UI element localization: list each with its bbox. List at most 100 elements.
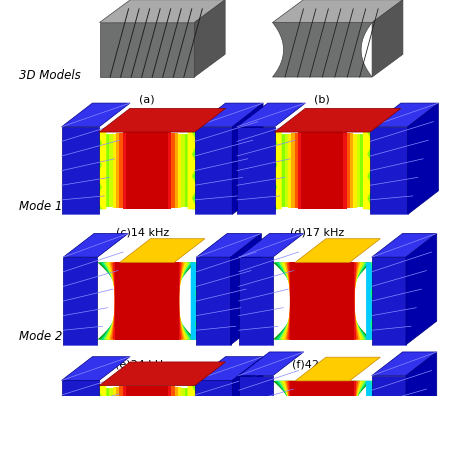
Polygon shape	[284, 381, 360, 458]
Polygon shape	[62, 127, 99, 215]
Polygon shape	[283, 381, 362, 458]
Polygon shape	[237, 103, 305, 127]
Polygon shape	[295, 239, 380, 263]
Polygon shape	[274, 109, 401, 132]
Polygon shape	[188, 132, 198, 209]
Polygon shape	[279, 263, 366, 339]
Polygon shape	[62, 357, 130, 380]
Polygon shape	[101, 263, 192, 339]
Polygon shape	[195, 263, 203, 339]
Polygon shape	[370, 132, 380, 209]
Polygon shape	[192, 386, 202, 463]
Polygon shape	[195, 357, 263, 380]
Polygon shape	[273, 263, 372, 339]
Polygon shape	[94, 386, 104, 463]
Polygon shape	[0, 0, 9, 474]
Polygon shape	[288, 134, 357, 208]
Polygon shape	[366, 381, 374, 458]
Polygon shape	[195, 386, 205, 463]
Polygon shape	[290, 263, 355, 339]
Text: (c)14 kHz: (c)14 kHz	[116, 227, 169, 237]
Polygon shape	[91, 386, 101, 463]
Text: 3D Models: 3D Models	[19, 69, 81, 82]
Polygon shape	[371, 263, 379, 339]
Polygon shape	[116, 133, 178, 208]
Polygon shape	[408, 103, 438, 215]
Polygon shape	[109, 263, 185, 339]
Polygon shape	[112, 134, 182, 208]
Polygon shape	[99, 389, 195, 460]
Polygon shape	[239, 233, 304, 257]
Polygon shape	[194, 0, 225, 77]
Polygon shape	[188, 386, 198, 463]
Polygon shape	[119, 386, 174, 462]
Text: Mode 1: Mode 1	[19, 200, 63, 213]
Polygon shape	[191, 263, 199, 339]
Polygon shape	[196, 233, 261, 257]
Polygon shape	[119, 133, 174, 209]
Polygon shape	[264, 132, 274, 209]
Polygon shape	[192, 132, 202, 209]
Polygon shape	[100, 23, 194, 77]
Polygon shape	[195, 103, 263, 127]
Polygon shape	[277, 263, 368, 339]
Polygon shape	[96, 132, 106, 209]
Polygon shape	[365, 132, 375, 209]
Polygon shape	[273, 0, 403, 23]
Polygon shape	[370, 127, 408, 215]
Polygon shape	[298, 132, 346, 209]
Polygon shape	[62, 103, 130, 127]
Polygon shape	[109, 388, 185, 461]
Polygon shape	[89, 386, 99, 463]
Polygon shape	[113, 263, 181, 339]
Polygon shape	[372, 233, 437, 257]
Polygon shape	[368, 132, 378, 209]
Polygon shape	[102, 388, 191, 460]
Polygon shape	[290, 381, 355, 458]
Polygon shape	[267, 132, 277, 209]
Polygon shape	[120, 239, 205, 263]
Polygon shape	[62, 380, 99, 468]
Polygon shape	[195, 380, 232, 468]
Polygon shape	[295, 357, 380, 381]
Polygon shape	[116, 387, 178, 462]
Polygon shape	[195, 132, 205, 209]
Polygon shape	[193, 263, 201, 339]
Polygon shape	[366, 263, 374, 339]
Polygon shape	[237, 127, 274, 215]
Polygon shape	[195, 127, 232, 215]
Polygon shape	[301, 132, 343, 209]
Polygon shape	[406, 233, 437, 345]
Polygon shape	[64, 257, 98, 345]
Polygon shape	[230, 233, 261, 345]
Polygon shape	[94, 132, 104, 209]
Polygon shape	[368, 263, 376, 339]
Polygon shape	[98, 263, 196, 339]
Polygon shape	[370, 103, 438, 127]
Polygon shape	[283, 263, 362, 339]
Polygon shape	[190, 132, 200, 209]
Polygon shape	[269, 132, 279, 209]
Text: (a): (a)	[139, 94, 155, 105]
Polygon shape	[363, 132, 373, 209]
Polygon shape	[372, 257, 406, 345]
Text: Mode 2: Mode 2	[19, 330, 63, 343]
Polygon shape	[91, 132, 101, 209]
Polygon shape	[279, 381, 366, 458]
Polygon shape	[288, 263, 356, 339]
Polygon shape	[284, 263, 360, 339]
Polygon shape	[99, 362, 226, 386]
Polygon shape	[239, 375, 273, 464]
Text: (e)34 kHz: (e)34 kHz	[115, 359, 169, 369]
Polygon shape	[371, 381, 379, 458]
Polygon shape	[112, 387, 182, 461]
Polygon shape	[190, 386, 200, 463]
Polygon shape	[123, 132, 171, 209]
Text: (f)42 kHz: (f)42 kHz	[292, 359, 343, 369]
Polygon shape	[288, 381, 356, 458]
Polygon shape	[100, 263, 194, 339]
Text: (d)17 kHz: (d)17 kHz	[291, 227, 345, 237]
Polygon shape	[275, 381, 370, 458]
Polygon shape	[103, 263, 191, 339]
Polygon shape	[99, 135, 195, 206]
